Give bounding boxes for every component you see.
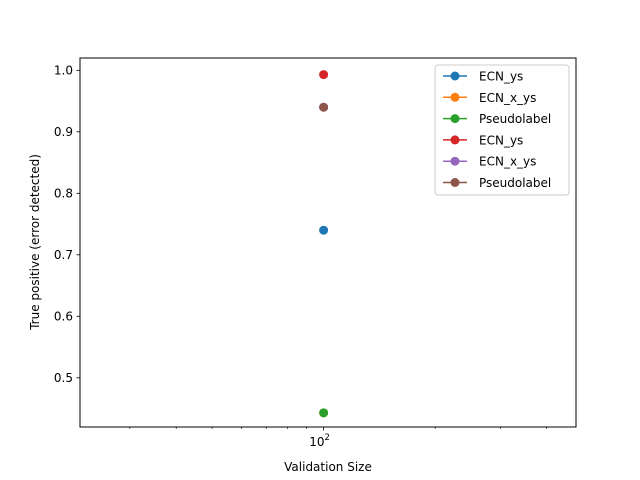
legend-label: ECN_x_ys [479, 91, 536, 105]
legend-label: ECN_ys [479, 133, 523, 147]
y-tick-label: 0.7 [54, 248, 73, 262]
legend-item: Pseudolabel [443, 176, 551, 190]
legend-item: ECN_x_ys [443, 155, 536, 169]
legend-item: Pseudolabel [443, 112, 551, 126]
y-tick-label: 0.8 [54, 186, 73, 200]
legend-marker [450, 114, 460, 124]
series-6 [319, 102, 329, 112]
legend-label: ECN_x_ys [479, 155, 536, 169]
legend-item: ECN_ys [443, 70, 523, 84]
y-tick-label: 1.0 [54, 63, 73, 77]
x-tick-label: 102 [309, 433, 330, 449]
y-tick-label: 0.9 [54, 125, 73, 139]
legend-marker [450, 92, 460, 102]
x-tick-exponent: 2 [325, 433, 330, 443]
plot-frame [79, 57, 577, 428]
legend-label: Pseudolabel [479, 112, 551, 126]
y-tick-label: 0.5 [54, 371, 73, 385]
legend-item: ECN_x_ys [443, 91, 536, 105]
y-axis-label: True positive (error detected) [28, 154, 42, 331]
x-axis-label: Validation Size [284, 460, 372, 474]
x-tick-base: 10 [309, 435, 324, 449]
legend-box [434, 64, 570, 196]
legend-label: ECN_ys [479, 70, 523, 84]
series-3 [319, 408, 329, 418]
legend-marker [450, 178, 460, 187]
series-4 [319, 70, 329, 80]
plot-area [79, 57, 577, 428]
y-tick-label: 0.6 [54, 309, 73, 323]
legend-marker [450, 135, 460, 145]
series-layer [319, 70, 329, 418]
series-1 [319, 225, 329, 235]
legend-marker [450, 156, 460, 166]
legend-marker [450, 71, 460, 81]
legend-item: ECN_ys [443, 133, 523, 147]
legend: ECN_ys ECN_x_ys Pseudolabel ECN_ys ECN_x_ys P… [434, 64, 570, 196]
x-axis: 102 [129, 427, 547, 449]
y-axis: 0.5 0.6 0.7 0.8 0.9 1.0 [54, 63, 80, 385]
data-point [319, 225, 329, 235]
data-point [319, 70, 329, 80]
data-point [319, 408, 329, 418]
legend-label: Pseudolabel [479, 176, 551, 190]
data-point [319, 102, 329, 112]
